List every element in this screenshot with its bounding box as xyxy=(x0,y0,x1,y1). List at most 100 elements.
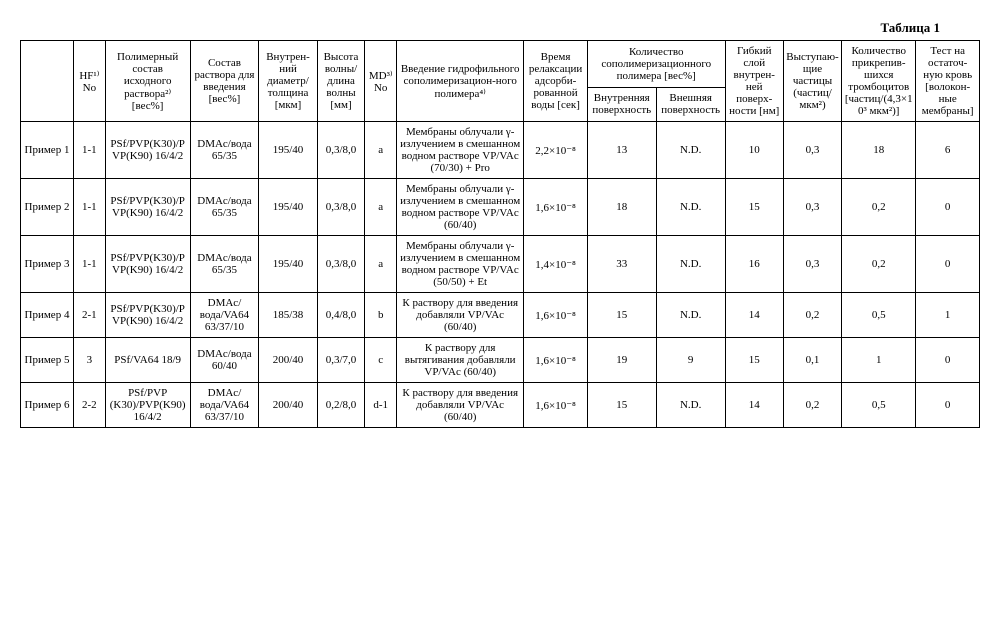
cell-md_no: b xyxy=(365,293,397,338)
cell-copoly_outer: N.D. xyxy=(656,236,725,293)
cell-copoly_outer: N.D. xyxy=(656,383,725,428)
cell-copoly_outer: N.D. xyxy=(656,179,725,236)
table-row: Пример 21-1PSf/PVP(K30)/PVP(K90) 16/4/2D… xyxy=(21,179,980,236)
cell-flex_layer: 15 xyxy=(725,338,783,383)
cell-platelets: 0,2 xyxy=(842,236,916,293)
cell-copoly_inner: 13 xyxy=(587,122,656,179)
table-row: Пример 11-1PSf/PVP(K30)/PVP(K90) 16/4/2D… xyxy=(21,122,980,179)
cell-polymer_comp: PSf/PVP(K30)/PVP(K90) 16/4/2 xyxy=(105,236,190,293)
cell-inner_diam: 185/38 xyxy=(259,293,317,338)
cell-flex_layer: 16 xyxy=(725,236,783,293)
data-table: HF¹⁾ No Полимерный состав исходного раст… xyxy=(20,40,980,428)
hdr-copoly-inner: Внутренняя поверхность xyxy=(587,87,656,121)
cell-protruding: 0,2 xyxy=(783,293,841,338)
cell-label: Пример 1 xyxy=(21,122,74,179)
cell-relax_time: 1,4×10⁻⁸ xyxy=(524,236,588,293)
hdr-flex: Гибкий слой внутрен-ней поверх-ности [нм… xyxy=(725,41,783,122)
cell-md_no: d-1 xyxy=(365,383,397,428)
hdr-platelets: Количество прикрепив-шихся тромбоцитов [… xyxy=(842,41,916,122)
cell-hf_no: 1-1 xyxy=(73,179,105,236)
cell-copoly_inner: 18 xyxy=(587,179,656,236)
cell-copoly_outer: N.D. xyxy=(656,122,725,179)
cell-solution_comp: DMAc/вода/VA64 63/37/10 xyxy=(190,383,259,428)
cell-hydro_intro: Мембраны облучали γ-излучением в смешанн… xyxy=(397,122,524,179)
cell-hf_no: 2-2 xyxy=(73,383,105,428)
cell-hydro_intro: Мембраны облучали γ-излучением в смешанн… xyxy=(397,179,524,236)
cell-hf_no: 1-1 xyxy=(73,122,105,179)
hdr-relax: Время релаксации адсорби-рованной воды [… xyxy=(524,41,588,122)
hdr-wave: Высота волны/длина волны [мм] xyxy=(317,41,365,122)
hdr-copoly-outer: Внешняя поверхность xyxy=(656,87,725,121)
cell-relax_time: 1,6×10⁻⁸ xyxy=(524,338,588,383)
table-row: Пример 62-2PSf/PVP (K30)/PVP(K90) 16/4/2… xyxy=(21,383,980,428)
hdr-hfno: HF¹⁾ No xyxy=(73,41,105,122)
cell-polymer_comp: PSf/PVP(K30)/PVP(K90) 16/4/2 xyxy=(105,293,190,338)
cell-relax_time: 1,6×10⁻⁸ xyxy=(524,293,588,338)
cell-wave: 0,4/8,0 xyxy=(317,293,365,338)
cell-label: Пример 6 xyxy=(21,383,74,428)
cell-solution_comp: DMAc/вода 65/35 xyxy=(190,179,259,236)
table-row: Пример 31-1PSf/PVP(K30)/PVP(K90) 16/4/2D… xyxy=(21,236,980,293)
cell-blood_test: 0 xyxy=(916,383,980,428)
cell-label: Пример 3 xyxy=(21,236,74,293)
cell-wave: 0,3/8,0 xyxy=(317,236,365,293)
cell-wave: 0,2/8,0 xyxy=(317,383,365,428)
cell-platelets: 1 xyxy=(842,338,916,383)
hdr-rowlabel xyxy=(21,41,74,122)
table-body: Пример 11-1PSf/PVP(K30)/PVP(K90) 16/4/2D… xyxy=(21,122,980,428)
hdr-innerdiam: Внутрен-ний диаметр/толщина [мкм] xyxy=(259,41,317,122)
cell-relax_time: 1,6×10⁻⁸ xyxy=(524,179,588,236)
cell-md_no: a xyxy=(365,179,397,236)
cell-relax_time: 2,2×10⁻⁸ xyxy=(524,122,588,179)
cell-protruding: 0,3 xyxy=(783,122,841,179)
table-head: HF¹⁾ No Полимерный состав исходного раст… xyxy=(21,41,980,122)
cell-protruding: 0,1 xyxy=(783,338,841,383)
header-row-1: HF¹⁾ No Полимерный состав исходного раст… xyxy=(21,41,980,88)
table-row: Пример 42-1PSf/PVP(K30)/PVP(K90) 16/4/2D… xyxy=(21,293,980,338)
hdr-mdno: MD³⁾ No xyxy=(365,41,397,122)
cell-copoly_inner: 15 xyxy=(587,383,656,428)
hdr-protruding: Выступаю-щие частицы (частиц/мкм²) xyxy=(783,41,841,122)
table-row: Пример 53PSf/VA64 18/9DMAc/вода 60/40200… xyxy=(21,338,980,383)
cell-solution_comp: DMAc/вода 60/40 xyxy=(190,338,259,383)
hdr-copoly: Количество сополимеризационного полимера… xyxy=(587,41,725,88)
cell-solution_comp: DMAc/вода 65/35 xyxy=(190,122,259,179)
cell-md_no: a xyxy=(365,122,397,179)
cell-blood_test: 6 xyxy=(916,122,980,179)
cell-blood_test: 0 xyxy=(916,338,980,383)
cell-hydro_intro: Мембраны облучали γ-излучением в смешанн… xyxy=(397,236,524,293)
cell-flex_layer: 14 xyxy=(725,293,783,338)
cell-relax_time: 1,6×10⁻⁸ xyxy=(524,383,588,428)
cell-blood_test: 1 xyxy=(916,293,980,338)
hdr-solution: Состав раствора для введения [вес%] xyxy=(190,41,259,122)
cell-flex_layer: 14 xyxy=(725,383,783,428)
cell-protruding: 0,3 xyxy=(783,236,841,293)
cell-inner_diam: 195/40 xyxy=(259,179,317,236)
cell-platelets: 0,5 xyxy=(842,383,916,428)
cell-flex_layer: 15 xyxy=(725,179,783,236)
hdr-hydro: Введение гидрофильного сополимеризацион-… xyxy=(397,41,524,122)
cell-hf_no: 2-1 xyxy=(73,293,105,338)
cell-platelets: 0,5 xyxy=(842,293,916,338)
cell-polymer_comp: PSf/PVP (K30)/PVP(K90) 16/4/2 xyxy=(105,383,190,428)
cell-copoly_inner: 19 xyxy=(587,338,656,383)
cell-md_no: a xyxy=(365,236,397,293)
cell-solution_comp: DMAc/вода/VA64 63/37/10 xyxy=(190,293,259,338)
cell-copoly_outer: N.D. xyxy=(656,293,725,338)
cell-polymer_comp: PSf/VA64 18/9 xyxy=(105,338,190,383)
cell-wave: 0,3/8,0 xyxy=(317,179,365,236)
cell-label: Пример 2 xyxy=(21,179,74,236)
cell-platelets: 0,2 xyxy=(842,179,916,236)
cell-hf_no: 1-1 xyxy=(73,236,105,293)
cell-wave: 0,3/8,0 xyxy=(317,122,365,179)
cell-label: Пример 5 xyxy=(21,338,74,383)
cell-hydro_intro: К раствору для введения добавляли VP/VAc… xyxy=(397,293,524,338)
cell-polymer_comp: PSf/PVP(K30)/PVP(K90) 16/4/2 xyxy=(105,179,190,236)
cell-inner_diam: 200/40 xyxy=(259,383,317,428)
cell-flex_layer: 10 xyxy=(725,122,783,179)
cell-wave: 0,3/7,0 xyxy=(317,338,365,383)
cell-protruding: 0,2 xyxy=(783,383,841,428)
hdr-polymer: Полимерный состав исходного раствора²⁾ [… xyxy=(105,41,190,122)
cell-copoly_inner: 33 xyxy=(587,236,656,293)
cell-blood_test: 0 xyxy=(916,236,980,293)
